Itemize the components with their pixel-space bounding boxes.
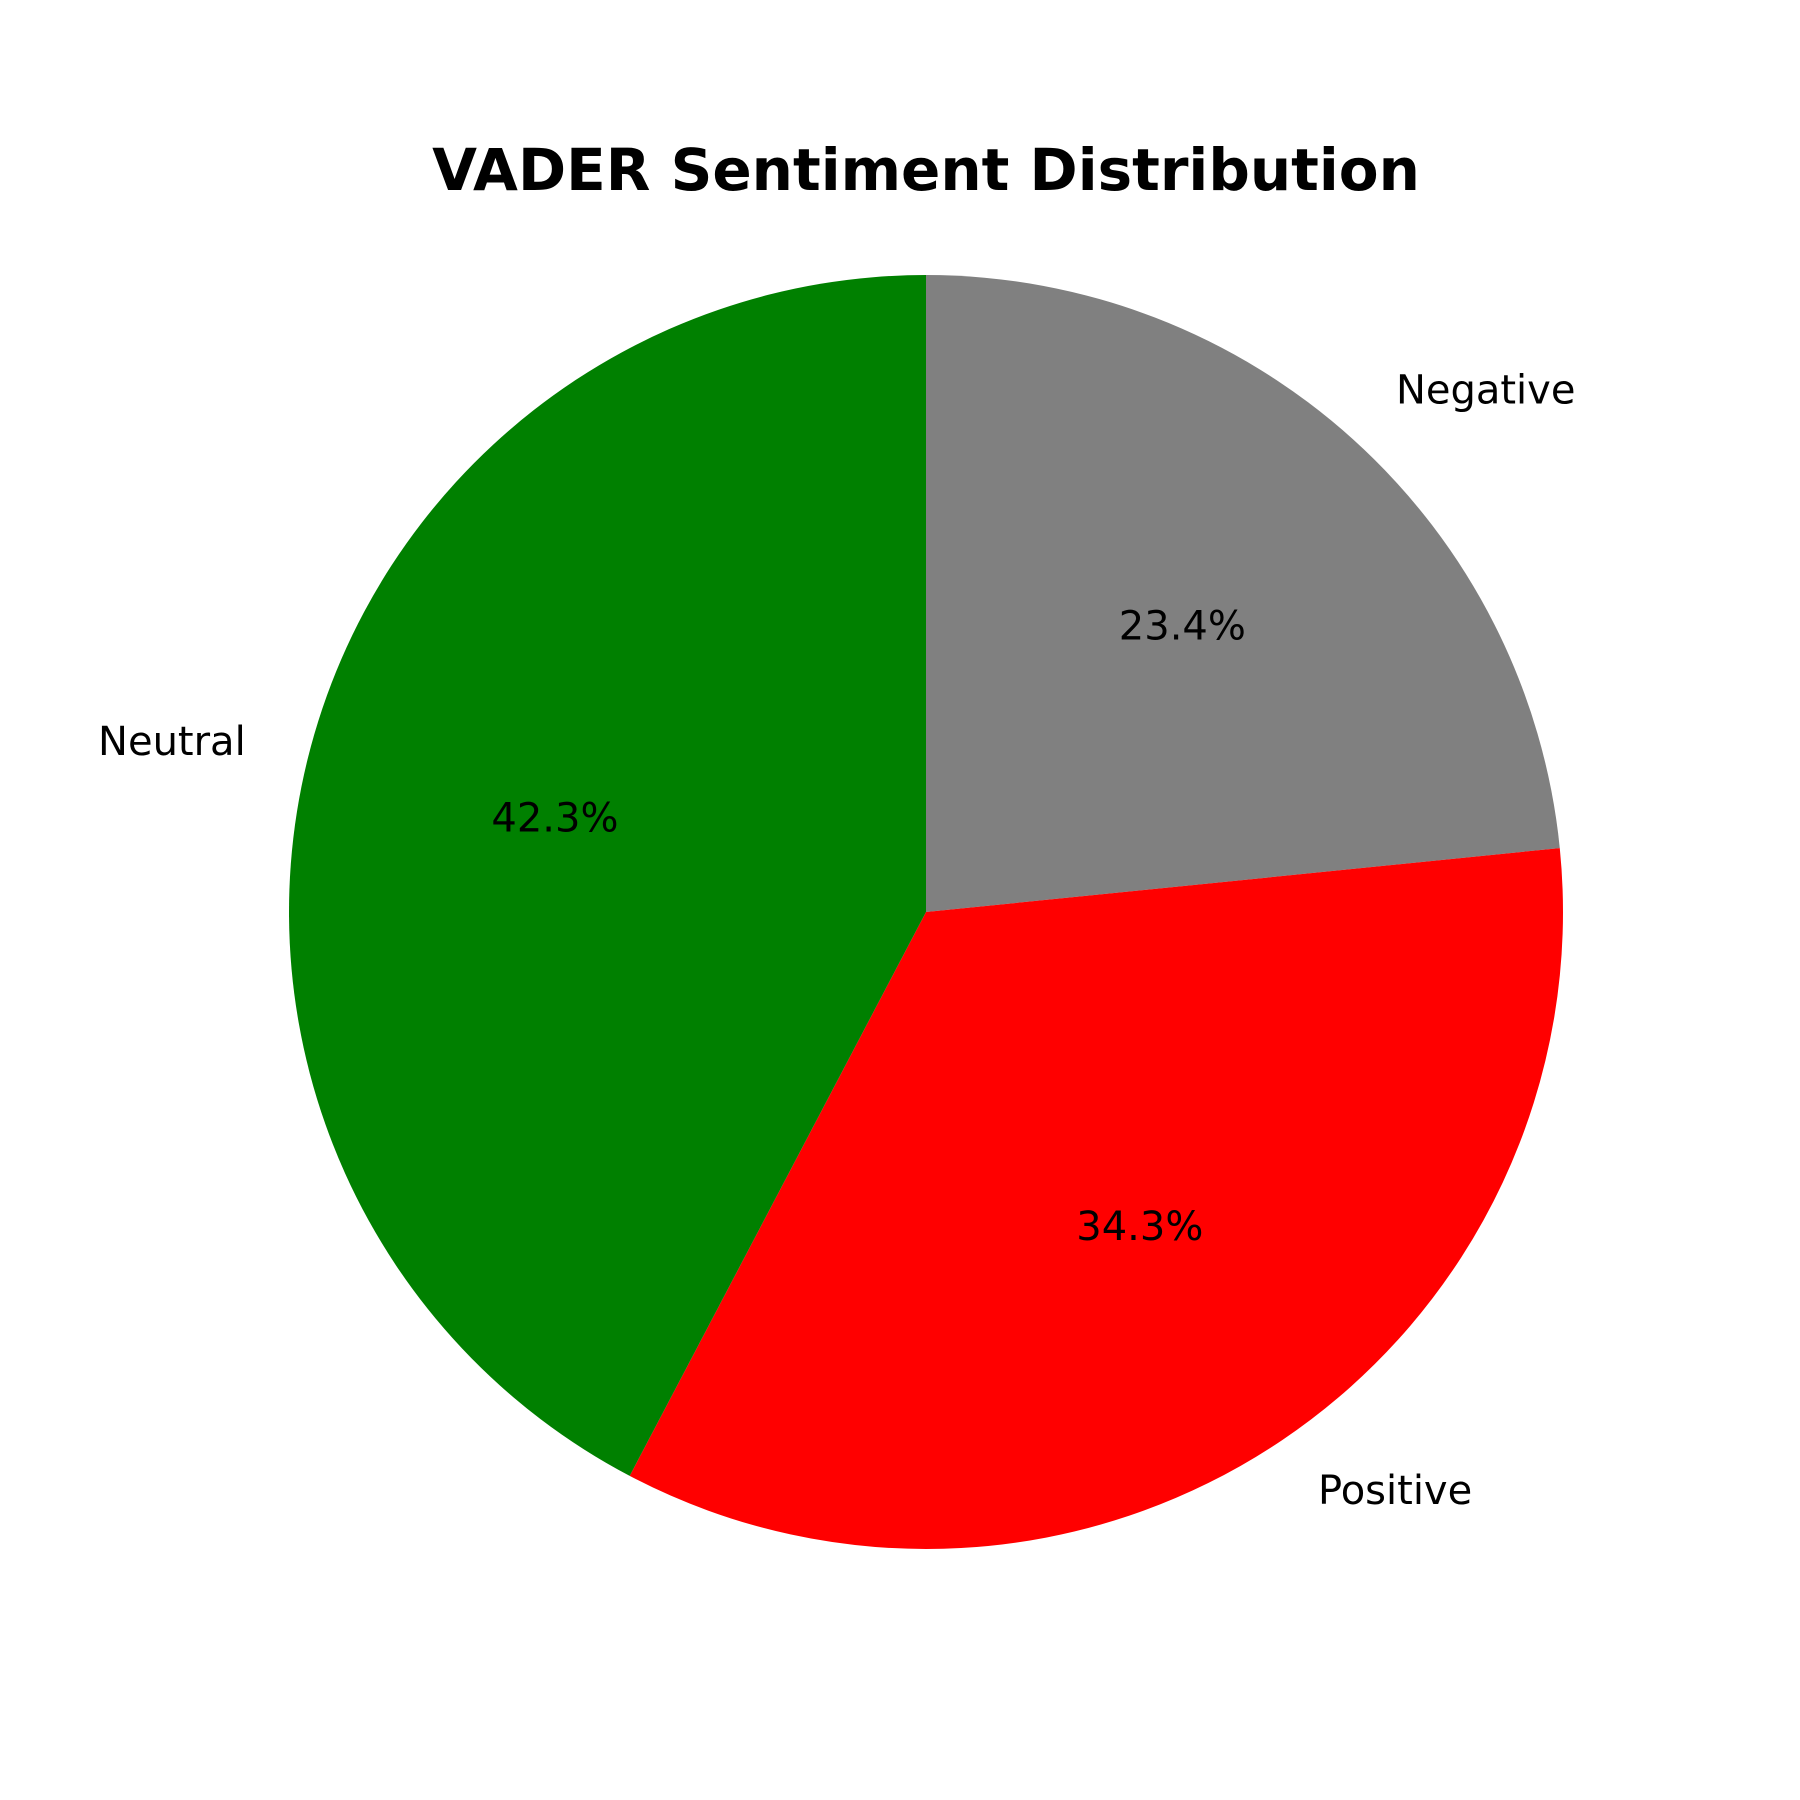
slice-percent-negative: 23.4% [1119,604,1246,650]
chart-title: VADER Sentiment Distribution [432,136,1420,204]
slice-percent-positive: 34.3% [1076,1204,1203,1250]
pie-labels: Negative 23.4% Positive 34.3% Neutral 42.3% [98,367,1575,1514]
slice-label-neutral: Neutral [98,719,246,765]
pie-slice-negative [926,275,1560,912]
pie-slice-positive [629,848,1564,1550]
slice-label-positive: Positive [1318,1468,1472,1514]
slice-label-negative: Negative [1396,367,1576,413]
pie-slices [289,275,1564,1550]
slice-percent-neutral: 42.3% [491,795,618,841]
pie-slice-neutral [289,275,926,1476]
